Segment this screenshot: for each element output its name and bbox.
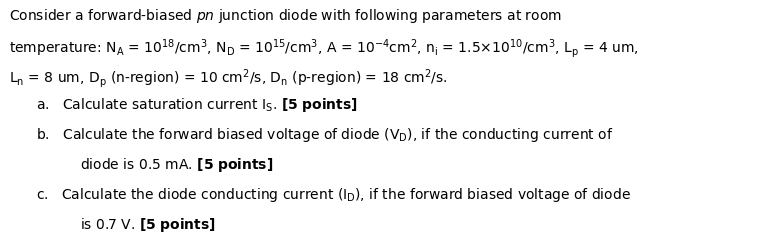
Text: b.   Calculate the forward biased voltage of diode (V$_{\mathrm{D}}$), if the co: b. Calculate the forward biased voltage … [36,126,614,144]
Text: temperature: N$_{\mathrm{A}}$ = 10$^{18}$/cm$^{3}$, N$_{\mathrm{D}}$ = 10$^{15}$: temperature: N$_{\mathrm{A}}$ = 10$^{18}… [9,37,639,60]
Text: Consider a forward-biased $\mathit{pn}$ junction diode with following parameters: Consider a forward-biased $\mathit{pn}$ … [9,7,562,25]
Text: L$_{\mathrm{n}}$ = 8 um, D$_{\mathrm{p}}$ (n-region) = 10 cm$^{2}$/s, D$_{\mathr: L$_{\mathrm{n}}$ = 8 um, D$_{\mathrm{p}}… [9,67,448,89]
Text: diode is 0.5 mA. $\mathbf{[5\ points]}$: diode is 0.5 mA. $\mathbf{[5\ points]}$ [80,156,273,174]
Text: a.   Calculate saturation current I$_{\mathrm{S}}$. $\mathbf{[5\ points]}$: a. Calculate saturation current I$_{\mat… [36,96,358,114]
Text: c.   Calculate the diode conducting current (I$_{\mathrm{D}}$), if the forward b: c. Calculate the diode conducting curren… [36,186,631,204]
Text: is 0.7 V. $\mathbf{[5\ points]}$: is 0.7 V. $\mathbf{[5\ points]}$ [80,216,215,233]
